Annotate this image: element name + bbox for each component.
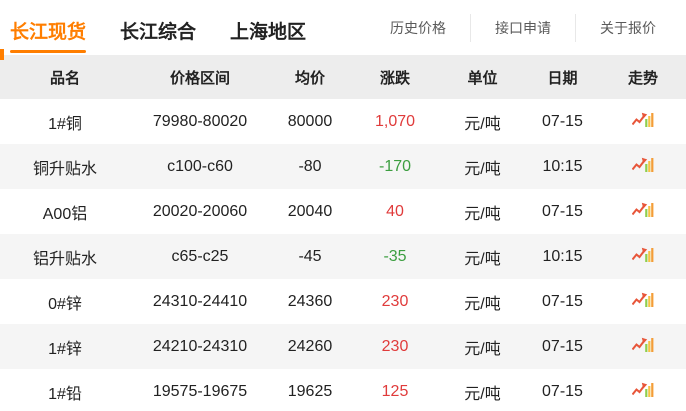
cell-unit: 元/吨 [464, 205, 501, 223]
cell-average-price: -80 [298, 157, 322, 175]
cell-change: 125 [381, 382, 409, 400]
column-header: 涨跌 [379, 69, 410, 87]
cell-price-range: 79980-80020 [152, 112, 248, 130]
trend-chart-icon[interactable] [632, 381, 654, 397]
cell-unit: 元/吨 [464, 385, 501, 403]
active-tab-underline [10, 49, 87, 53]
cell-date: 07-15 [542, 292, 583, 310]
corner-accent-mark [0, 49, 4, 60]
cell-product-name: 1#铅 [48, 385, 82, 403]
tab-changjiang-composite[interactable]: 长江综合 [120, 3, 196, 53]
trend-cell [600, 336, 686, 357]
top-nav: 长江现货 长江综合 上海地区 历史价格 接口申请 关于报价 [0, 0, 686, 55]
cell-product-name: 铜升贴水 [32, 160, 97, 178]
price-table: 品名 价格区间 均价 涨跌 单位 日期 走势 1#铜 79980-80020 80000 1,07… [0, 55, 686, 411]
table-row: 1#铅 19575-19675 19625 125 元/吨 07-15 [0, 369, 686, 411]
tab-bar: 长江现货 长江综合 上海地区 [0, 3, 306, 53]
cell-price-range: c100-c60 [167, 157, 233, 175]
cell-change: 230 [381, 292, 409, 310]
tab-changjiang-spot[interactable]: 长江现货 [10, 3, 87, 53]
link-api-request[interactable]: 接口申请 [470, 13, 575, 42]
cell-change: -35 [383, 247, 407, 265]
cell-product-name: 1#铜 [48, 115, 82, 133]
cell-average-price: -45 [298, 247, 322, 265]
table-row: 1#铜 79980-80020 80000 1,070 元/吨 07-15 [0, 99, 686, 144]
tab-label: 上海地区 [230, 21, 307, 43]
table-row: A00铝 20020-20060 20040 40 元/吨 07-15 [0, 189, 686, 234]
cell-unit: 元/吨 [464, 115, 501, 133]
cell-date: 07-15 [542, 337, 583, 355]
table-row: 0#锌 24310-24410 24360 230 元/吨 07-15 [0, 279, 686, 324]
cell-product-name: 1#锌 [48, 340, 82, 358]
cell-average-price: 80000 [287, 112, 333, 130]
cell-change: -170 [378, 157, 412, 175]
column-header: 日期 [547, 69, 578, 87]
column-header: 单位 [467, 69, 498, 87]
trend-chart-icon[interactable] [632, 246, 654, 262]
trend-cell [600, 201, 686, 222]
cell-product-name: 0#锌 [48, 295, 82, 313]
trend-chart-icon[interactable] [632, 201, 654, 217]
trend-chart-icon[interactable] [632, 336, 654, 352]
trend-cell [600, 381, 686, 402]
link-about-quotes[interactable]: 关于报价 [575, 13, 680, 42]
cell-product-name: 铝升贴水 [32, 250, 97, 268]
trend-chart-icon[interactable] [632, 291, 654, 307]
cell-change: 40 [386, 202, 404, 220]
table-row: 铝升贴水 c65-c25 -45 -35 元/吨 10:15 [0, 234, 686, 279]
cell-average-price: 19625 [287, 382, 333, 400]
cell-average-price: 24260 [287, 337, 333, 355]
cell-date: 10:15 [542, 157, 583, 175]
table-header-row: 品名 价格区间 均价 涨跌 单位 日期 走势 [0, 55, 686, 99]
tab-label: 长江现货 [10, 21, 87, 43]
cell-average-price: 20040 [287, 202, 333, 220]
cell-product-name: A00铝 [42, 205, 88, 223]
cell-date: 07-15 [542, 112, 583, 130]
cell-change: 1,070 [374, 112, 416, 130]
table-row: 铜升贴水 c100-c60 -80 -170 元/吨 10:15 [0, 144, 686, 189]
trend-cell [600, 111, 686, 132]
cell-price-range: 20020-20060 [152, 202, 248, 220]
cell-change: 230 [381, 337, 409, 355]
column-header: 价格区间 [169, 69, 230, 87]
cell-unit: 元/吨 [464, 340, 501, 358]
trend-cell [600, 246, 686, 267]
nav-links: 历史价格 接口申请 关于报价 [366, 13, 686, 42]
trend-cell [600, 291, 686, 312]
cell-unit: 元/吨 [464, 295, 501, 313]
cell-price-range: 19575-19675 [152, 382, 248, 400]
tab-shanghai-area[interactable]: 上海地区 [230, 3, 306, 53]
cell-date: 10:15 [542, 247, 583, 265]
trend-chart-icon[interactable] [632, 111, 654, 127]
trend-chart-icon[interactable] [632, 156, 654, 172]
cell-price-range: 24310-24410 [152, 292, 248, 310]
tab-label: 长江综合 [120, 21, 197, 43]
cell-price-range: 24210-24310 [152, 337, 248, 355]
link-history-prices[interactable]: 历史价格 [390, 19, 446, 36]
cell-date: 07-15 [542, 202, 583, 220]
cell-unit: 元/吨 [464, 160, 501, 178]
column-header: 均价 [294, 69, 325, 87]
cell-average-price: 24360 [287, 292, 333, 310]
cell-unit: 元/吨 [464, 250, 501, 268]
table-row: 1#锌 24210-24310 24260 230 元/吨 07-15 [0, 324, 686, 369]
trend-cell [600, 156, 686, 177]
cell-price-range: c65-c25 [171, 247, 229, 265]
column-header: 走势 [627, 69, 658, 87]
column-header: 品名 [49, 69, 80, 87]
table-body: 1#铜 79980-80020 80000 1,070 元/吨 07-15 铜升贴水 c10… [0, 99, 686, 411]
cell-date: 07-15 [542, 382, 583, 400]
